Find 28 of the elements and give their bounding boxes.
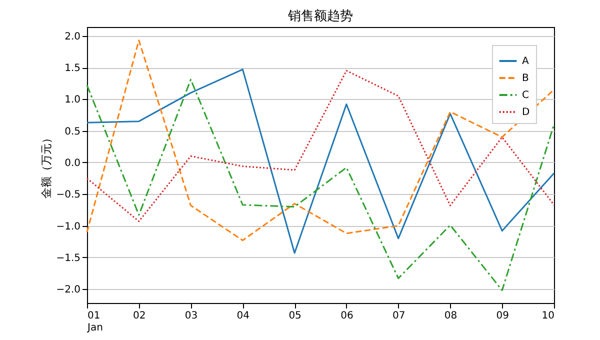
y-tick-label: −1.5 — [56, 252, 80, 264]
x-tick-label: 03 — [184, 310, 198, 322]
line-series — [86, 70, 555, 222]
legend-label: B — [522, 73, 529, 84]
x-tick-label: 10 — [542, 310, 554, 322]
x-tick-label: 09 — [496, 310, 509, 322]
x-tick-label: 04 — [236, 310, 250, 322]
y-tick-label: −1.0 — [56, 221, 80, 232]
y-axis-title: 金额（万元） — [40, 132, 54, 198]
x-tick-label: 08 — [444, 310, 458, 322]
y-tick-label: 2.0 — [64, 31, 80, 42]
y-tick-label: 0.0 — [64, 158, 80, 169]
x-tick-label: 07 — [392, 310, 406, 322]
line-series — [86, 40, 555, 242]
y-tick-label: −0.5 — [56, 190, 80, 201]
y-tick-label: 1.5 — [64, 63, 80, 74]
y-tick-label: 0.5 — [64, 126, 80, 138]
chart-title: 销售额趋势 — [287, 9, 353, 24]
x-tick-label: 01 Jan — [86, 310, 103, 334]
x-tick-label: 06 — [340, 310, 354, 322]
x-tick-label: 02 — [133, 310, 146, 322]
y-tick-label: 1.0 — [64, 94, 80, 106]
legend-label: C — [522, 90, 529, 101]
legend-label: D — [522, 107, 530, 118]
line-series — [86, 68, 555, 254]
legend-label: A — [522, 56, 529, 67]
y-tick-label: −2.0 — [56, 284, 80, 296]
x-tick-label: 05 — [288, 310, 302, 322]
